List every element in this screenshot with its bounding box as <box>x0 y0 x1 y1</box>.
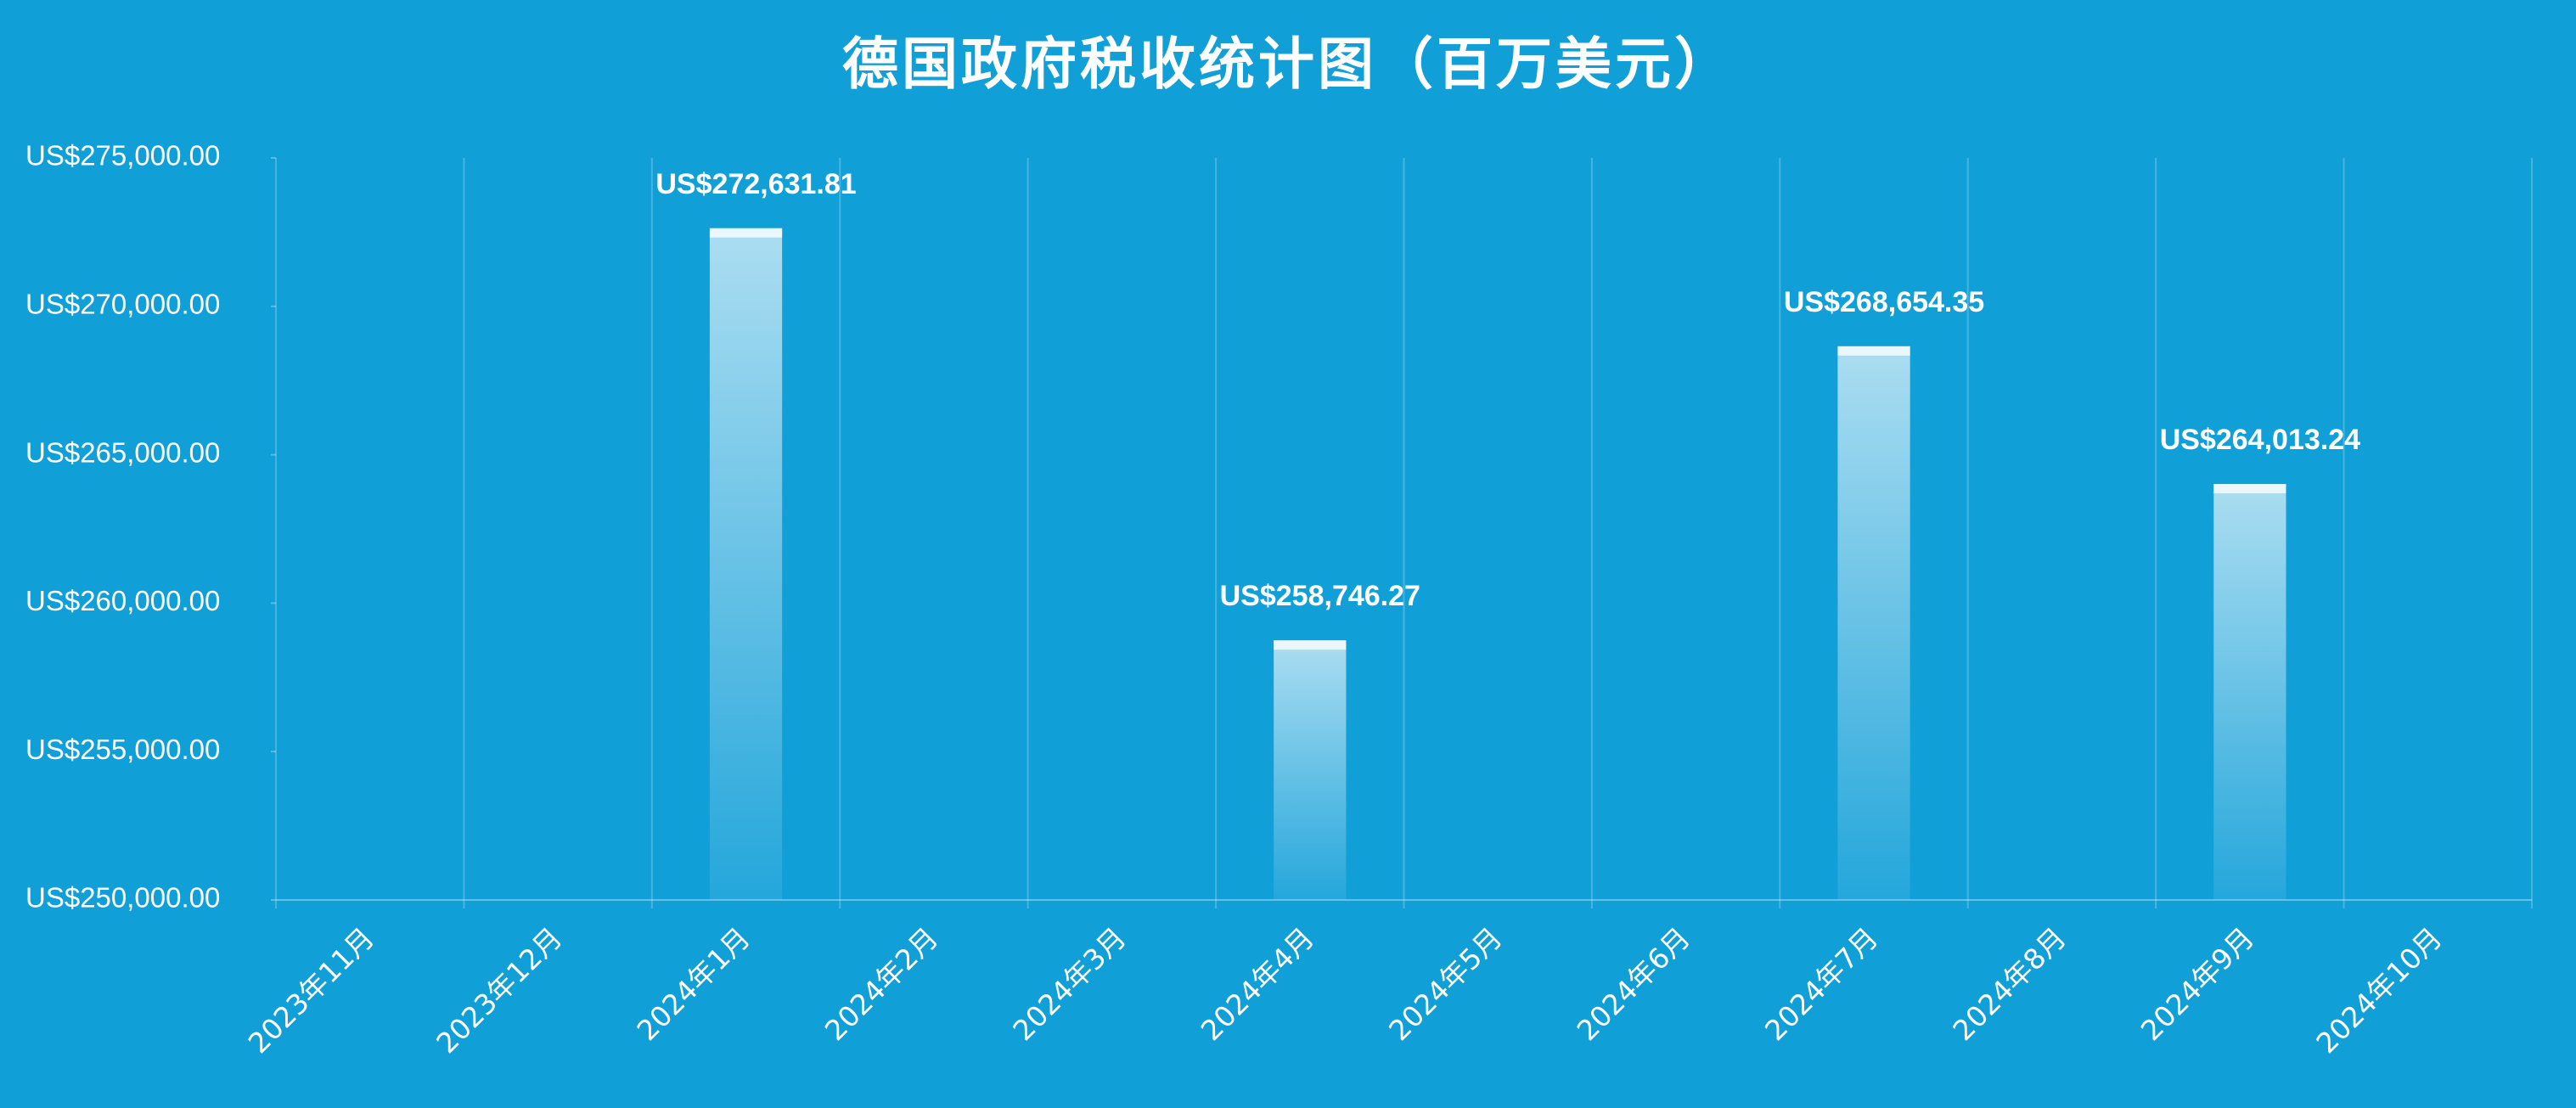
bar-cap <box>2213 484 2286 494</box>
y-tick-label: US$275,000.00 <box>25 140 220 172</box>
bar-cap <box>709 228 783 238</box>
y-tick-label: US$260,000.00 <box>25 585 220 616</box>
bar <box>1837 346 1910 900</box>
value-label: US$268,654.35 <box>1784 286 1984 318</box>
bar <box>1274 640 1347 900</box>
y-tick-label: US$270,000.00 <box>25 289 220 320</box>
bar-cap <box>1837 346 1910 356</box>
bar <box>2213 484 2286 900</box>
bar <box>709 228 783 900</box>
y-tick-label: US$250,000.00 <box>25 882 220 914</box>
value-label: US$258,746.27 <box>1220 580 1420 612</box>
value-label: US$272,631.81 <box>655 168 856 200</box>
y-tick-label: US$265,000.00 <box>25 436 220 468</box>
y-tick-label: US$255,000.00 <box>25 734 220 765</box>
bar-cap <box>1274 640 1347 650</box>
chart-title: 德国政府税收统计图（百万美元） <box>842 31 1734 97</box>
value-label: US$264,013.24 <box>2160 424 2360 456</box>
